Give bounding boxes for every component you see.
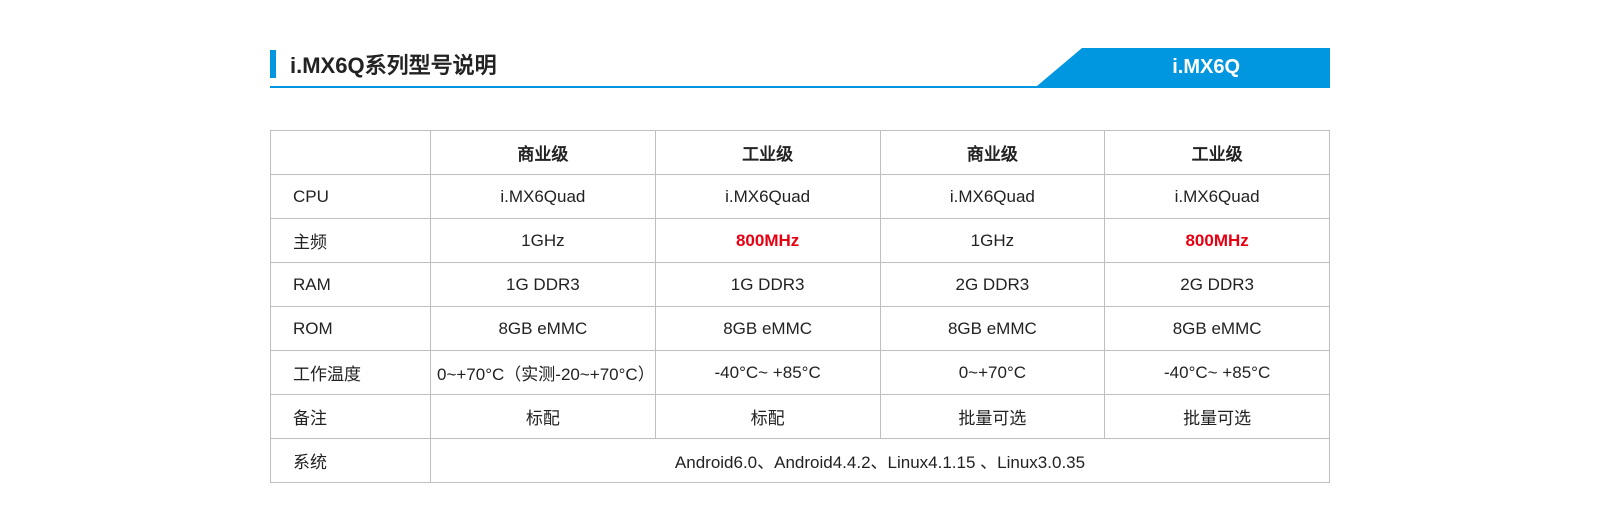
row-label: 系统 — [271, 439, 431, 483]
table-cell: 1G DDR3 — [655, 263, 880, 307]
table-cell: i.MX6Quad — [1105, 175, 1330, 219]
table-cell: 标配 — [431, 395, 656, 439]
col-header: 商业级 — [431, 131, 656, 175]
col-header: 商业级 — [880, 131, 1105, 175]
product-tab: i.MX6Q — [1082, 48, 1330, 86]
row-label: 工作温度 — [271, 351, 431, 395]
table-footer-cell: Android6.0、Android4.4.2、Linux4.1.15 、Lin… — [431, 439, 1330, 483]
table-cell: i.MX6Quad — [655, 175, 880, 219]
section-header: i.MX6Q系列型号说明 i.MX6Q — [270, 44, 1330, 88]
table-cell: i.MX6Quad — [880, 175, 1105, 219]
spec-table: 商业级 工业级 商业级 工业级 CPUi.MX6Quadi.MX6Quadi.M… — [270, 130, 1330, 483]
table-row: ROM8GB eMMC8GB eMMC8GB eMMC8GB eMMC — [271, 307, 1330, 351]
row-label: 主频 — [271, 219, 431, 263]
col-header — [271, 131, 431, 175]
table-cell: 1GHz — [880, 219, 1105, 263]
table-row: CPUi.MX6Quadi.MX6Quadi.MX6Quadi.MX6Quad — [271, 175, 1330, 219]
table-cell: 8GB eMMC — [1105, 307, 1330, 351]
table-header-row: 商业级 工业级 商业级 工业级 — [271, 131, 1330, 175]
table-row: 主频1GHz800MHz1GHz800MHz — [271, 219, 1330, 263]
row-label: ROM — [271, 307, 431, 351]
table-row: 工作温度0~+70°C（实测-20~+70°C）-40°C~ +85°C0~+7… — [271, 351, 1330, 395]
spec-table-container: 商业级 工业级 商业级 工业级 CPUi.MX6Quadi.MX6Quadi.M… — [270, 130, 1330, 483]
col-header: 工业级 — [655, 131, 880, 175]
table-cell: 1G DDR3 — [431, 263, 656, 307]
row-label: 备注 — [271, 395, 431, 439]
title-block: i.MX6Q系列型号说明 — [270, 48, 497, 86]
table-cell: 0~+70°C（实测-20~+70°C） — [431, 351, 656, 395]
table-cell: 批量可选 — [880, 395, 1105, 439]
table-cell: 2G DDR3 — [1105, 263, 1330, 307]
row-label: RAM — [271, 263, 431, 307]
table-cell: 8GB eMMC — [880, 307, 1105, 351]
table-cell: 2G DDR3 — [880, 263, 1105, 307]
table-cell: 标配 — [655, 395, 880, 439]
table-row: 备注标配标配批量可选批量可选 — [271, 395, 1330, 439]
table-cell: i.MX6Quad — [431, 175, 656, 219]
table-footer-row: 系统Android6.0、Android4.4.2、Linux4.1.15 、L… — [271, 439, 1330, 483]
table-cell: 800MHz — [655, 219, 880, 263]
table-cell: 8GB eMMC — [655, 307, 880, 351]
table-cell: 1GHz — [431, 219, 656, 263]
table-cell: 800MHz — [1105, 219, 1330, 263]
table-row: RAM1G DDR31G DDR32G DDR32G DDR3 — [271, 263, 1330, 307]
row-label: CPU — [271, 175, 431, 219]
table-cell: 8GB eMMC — [431, 307, 656, 351]
section-title: i.MX6Q系列型号说明 — [290, 48, 497, 80]
table-cell: -40°C~ +85°C — [655, 351, 880, 395]
product-label: i.MX6Q — [1172, 56, 1240, 78]
table-body: CPUi.MX6Quadi.MX6Quadi.MX6Quadi.MX6Quad主… — [271, 175, 1330, 483]
table-cell: -40°C~ +85°C — [1105, 351, 1330, 395]
table-cell: 批量可选 — [1105, 395, 1330, 439]
table-cell: 0~+70°C — [880, 351, 1105, 395]
col-header: 工业级 — [1105, 131, 1330, 175]
product-tab-shape: i.MX6Q — [1082, 48, 1330, 86]
title-accent-bar — [270, 50, 276, 78]
